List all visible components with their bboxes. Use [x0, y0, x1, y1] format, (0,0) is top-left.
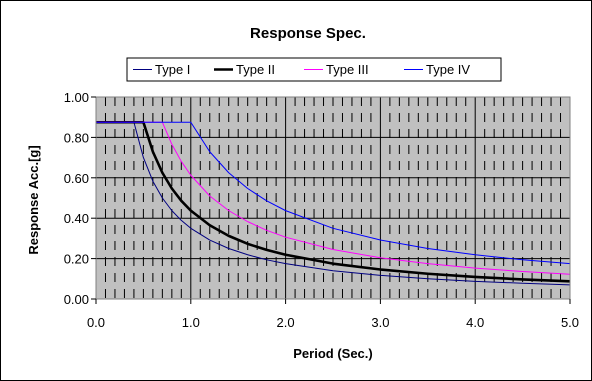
legend-label: Type II — [236, 62, 275, 77]
x-tick-label: 2.0 — [277, 315, 295, 330]
plot-border — [95, 96, 571, 300]
y-tick-label: 0.80 — [64, 130, 89, 145]
y-tick-label: 0.40 — [64, 211, 89, 226]
y-tick-label: 0.20 — [64, 252, 89, 267]
chart-title: Response Spec. — [250, 25, 366, 42]
x-tick-label: 1.0 — [182, 315, 200, 330]
series-line-type-iii — [96, 121, 571, 275]
x-tick-label: 3.0 — [371, 315, 389, 330]
series-line-type-iv — [96, 121, 571, 265]
legend: Type I Type II Type III Type IV — [126, 57, 502, 82]
series-line-type-i — [96, 121, 571, 286]
y-tick-label: 1.00 — [64, 90, 89, 105]
x-axis-label: Period (Sec.) — [293, 346, 372, 361]
x-tick-label: 4.0 — [466, 315, 484, 330]
y-tick-label: 0.60 — [64, 171, 89, 186]
y-tick-label: 0.00 — [64, 292, 89, 307]
x-tick-label: 0.0 — [87, 315, 105, 330]
legend-label: Type IV — [426, 62, 470, 77]
legend-label: Type I — [155, 62, 190, 77]
plot-area: 0.0 1.0 2.0 3.0 4.0 5.0 0.00 0.20 0.40 0.60 0.80 1.… — [64, 90, 579, 330]
series-line-type-ii — [96, 120, 571, 283]
legend-label: Type III — [326, 62, 369, 77]
x-tick-label: 5.0 — [561, 315, 579, 330]
y-axis-label: Response Acc.[g] — [26, 145, 41, 254]
